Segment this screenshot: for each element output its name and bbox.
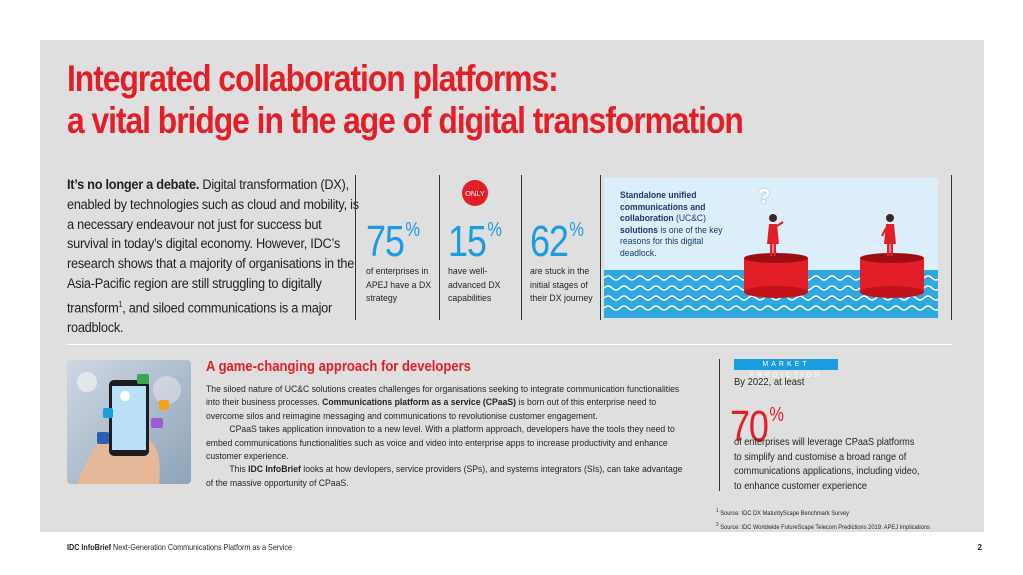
smartphone-apps-image	[67, 360, 191, 484]
page-number: 2	[977, 543, 982, 552]
title-line-1: Integrated collaboration platforms:	[67, 58, 559, 99]
stat-value: 62%	[530, 217, 584, 266]
market-prediction-desc: of enterprises will leverage CPaaS platf…	[734, 437, 920, 492]
developers-paragraph-3: This IDC InfoBrief looks at how devloper…	[206, 464, 683, 489]
stat-caption: have well-advanced DX capabilities	[448, 266, 501, 304]
divider	[600, 175, 601, 320]
islands-graphic	[604, 214, 938, 318]
divider	[951, 175, 952, 320]
intro-text-a: Digital transformation (DX), enabled by …	[67, 177, 359, 317]
developers-heading: A game-changing approach for developers	[206, 359, 471, 375]
market-prediction-by: By 2022, at least	[734, 376, 805, 388]
divider	[355, 175, 356, 320]
title-line-2: a vital bridge in the age of digital tra…	[67, 100, 744, 141]
stat-caption: are stuck in the initial stages of their…	[530, 266, 593, 304]
deadlock-illustration: ? Standalone unified communications and …	[604, 178, 938, 318]
footer-brand: IDC InfoBrief	[67, 543, 112, 552]
market-prediction-label: MARKET PREDICTION	[734, 359, 838, 379]
intro-text-b: , and siloed communications is a major r…	[67, 300, 332, 337]
intro-footnote-ref: 1	[118, 299, 123, 309]
person-right-icon	[881, 214, 896, 256]
intro-paragraph: It’s no longer a debate. Digital transfo…	[67, 176, 364, 339]
page-title: Integrated collaboration platforms: a vi…	[67, 58, 755, 142]
stat-caption: of enterprises in APEJ have a DX strateg…	[366, 266, 432, 304]
divider	[521, 175, 522, 320]
stat-value: 75%	[366, 217, 420, 266]
divider	[719, 359, 720, 491]
footer: IDC InfoBrief Next-Generation Communicat…	[67, 543, 292, 552]
footer-text: Next-Generation Communications Platform …	[111, 543, 293, 552]
stat-dx-advanced: 15% have well-advanced DX capabilities	[448, 205, 512, 304]
section-divider	[67, 344, 952, 345]
sources: 1 Source: IDC DX MaturityScape Benchmark…	[716, 506, 930, 533]
developers-paragraph-2: CPaaS takes application innovation to a …	[206, 424, 675, 463]
developers-body: The siloed nature of UC&C solutions crea…	[206, 383, 692, 490]
intro-lead: It’s no longer a debate.	[67, 177, 200, 193]
source-1: 1 Source: IDC DX MaturityScape Benchmark…	[716, 508, 850, 518]
illustration-caption: Standalone unified communications and co…	[620, 190, 723, 258]
stat-dx-strategy: 75% of enterprises in APEJ have a DX str…	[366, 205, 431, 304]
question-mark-icon: ?	[758, 186, 771, 208]
market-prediction-value: 70%	[730, 402, 784, 451]
person-left-icon	[767, 214, 784, 256]
source-2: 2 Source: IDC Worldwide FutureScape Tele…	[716, 521, 930, 531]
only-badge: ONLY	[462, 180, 488, 206]
divider	[439, 175, 440, 320]
stat-value: 15%	[448, 217, 502, 266]
stat-dx-initial: 62% are stuck in the initial stages of t…	[530, 205, 594, 304]
developers-paragraph-1: The siloed nature of UC&C solutions crea…	[206, 384, 680, 422]
